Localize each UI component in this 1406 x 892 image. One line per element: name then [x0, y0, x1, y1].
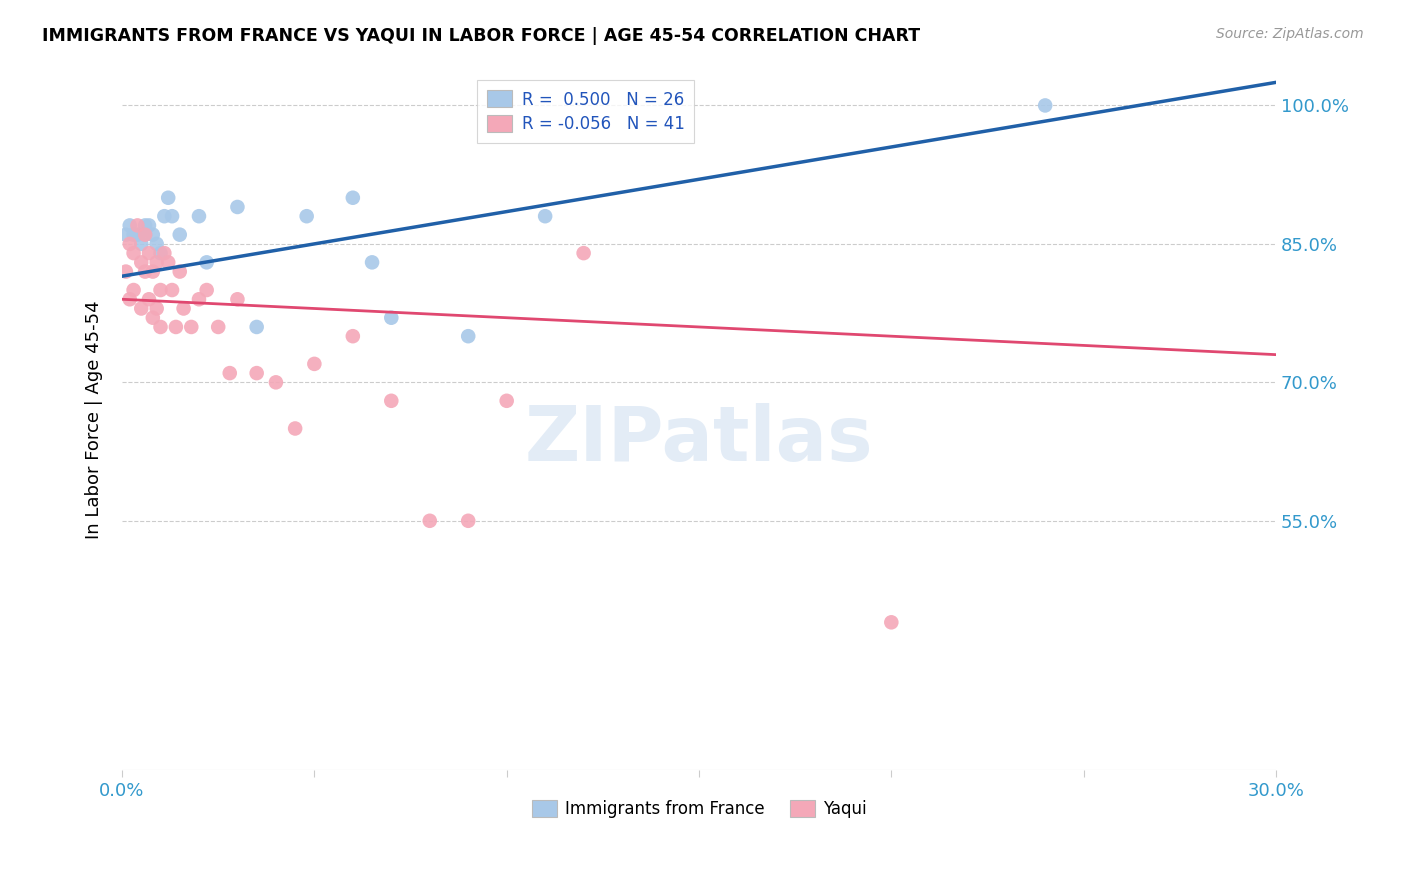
Point [134, 227, 156, 242]
Point [173, 301, 195, 316]
Point [129, 255, 152, 269]
Point [457, 514, 479, 528]
Point [880, 615, 903, 630]
Point [157, 191, 180, 205]
Point [129, 301, 152, 316]
Point [284, 421, 307, 435]
Point [419, 514, 441, 528]
Point [142, 264, 165, 278]
Point [127, 219, 149, 233]
Point [138, 219, 160, 233]
Point [380, 393, 402, 408]
Point [207, 320, 229, 334]
Point [457, 329, 479, 343]
Point [118, 219, 141, 233]
Point [127, 227, 149, 242]
Point [1033, 98, 1056, 112]
Point [180, 320, 202, 334]
Point [115, 264, 138, 278]
Point [134, 227, 156, 242]
Point [226, 200, 249, 214]
Point [157, 255, 180, 269]
Point [342, 191, 364, 205]
Point [149, 320, 172, 334]
Point [169, 227, 191, 242]
Point [226, 293, 249, 307]
Text: ZIPatlas: ZIPatlas [524, 403, 873, 477]
Point [246, 320, 269, 334]
Point [145, 301, 167, 316]
Point [145, 236, 167, 251]
Point [160, 283, 183, 297]
Point [153, 209, 176, 223]
Point [188, 209, 211, 223]
Point [534, 209, 557, 223]
Point [380, 310, 402, 325]
Point [149, 283, 172, 297]
Point [122, 246, 145, 260]
Point [304, 357, 326, 371]
Point [122, 283, 145, 297]
Point [195, 283, 218, 297]
Point [118, 293, 141, 307]
Point [149, 246, 172, 260]
Point [122, 227, 145, 242]
Point [195, 255, 218, 269]
Point [138, 246, 160, 260]
Point [115, 227, 138, 242]
Point [134, 264, 156, 278]
Text: IMMIGRANTS FROM FRANCE VS YAQUI IN LABOR FORCE | AGE 45-54 CORRELATION CHART: IMMIGRANTS FROM FRANCE VS YAQUI IN LABOR… [42, 27, 921, 45]
Point [495, 393, 517, 408]
Point [129, 236, 152, 251]
Point [361, 255, 384, 269]
Point [134, 219, 156, 233]
Point [218, 366, 240, 380]
Point [118, 236, 141, 251]
Point [246, 366, 269, 380]
Point [142, 227, 165, 242]
Y-axis label: In Labor Force | Age 45-54: In Labor Force | Age 45-54 [86, 300, 103, 539]
Point [145, 255, 167, 269]
Point [153, 246, 176, 260]
Point [138, 293, 160, 307]
Point [142, 310, 165, 325]
Point [169, 264, 191, 278]
Point [572, 246, 595, 260]
Point [160, 209, 183, 223]
Legend: Immigrants from France, Yaqui: Immigrants from France, Yaqui [524, 793, 873, 825]
Text: Source: ZipAtlas.com: Source: ZipAtlas.com [1216, 27, 1364, 41]
Point [264, 376, 287, 390]
Point [342, 329, 364, 343]
Point [295, 209, 318, 223]
Point [188, 293, 211, 307]
Point [165, 320, 187, 334]
